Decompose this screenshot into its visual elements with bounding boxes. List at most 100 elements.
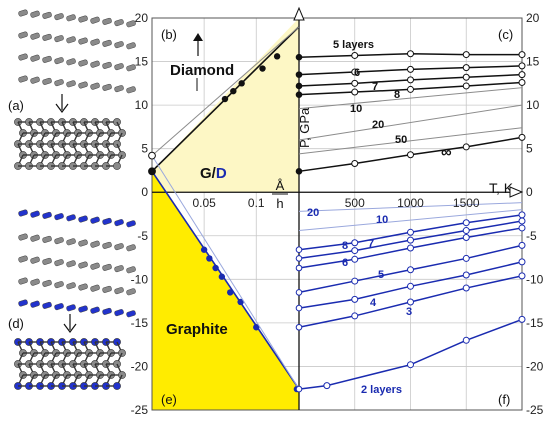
right-y-tick-label: 10 xyxy=(526,98,540,112)
left-data-point xyxy=(212,264,219,272)
right-data-point xyxy=(407,151,414,159)
atom xyxy=(78,59,88,67)
right-data-point xyxy=(518,315,526,323)
atom xyxy=(66,260,76,268)
right-data-point xyxy=(295,53,303,61)
right-data-point xyxy=(462,227,470,235)
right-y-tick-label: 5 xyxy=(526,142,533,156)
right-data-point xyxy=(518,217,526,225)
atom xyxy=(66,282,76,290)
right-data-point xyxy=(462,82,470,90)
atom xyxy=(126,244,136,252)
atom xyxy=(78,81,88,89)
right-data-point xyxy=(407,244,414,252)
right-x-tick-label: 1500 xyxy=(453,196,480,210)
right-data-point xyxy=(295,246,303,254)
panel-label-a: (a) xyxy=(8,98,24,113)
right-series-line-8 xyxy=(298,202,523,212)
right-data-point xyxy=(518,241,526,249)
atom xyxy=(90,306,100,314)
panel-label-b: (b) xyxy=(161,27,177,42)
right-series-line-6 xyxy=(298,127,523,155)
atom xyxy=(30,76,40,84)
atom xyxy=(30,210,40,218)
panel-label-c: (c) xyxy=(498,27,513,42)
right-data-point xyxy=(518,133,526,141)
series-label: 7 xyxy=(372,81,378,93)
atom xyxy=(114,85,124,93)
right-data-point xyxy=(351,88,359,96)
series-label: ∞ xyxy=(441,144,452,161)
atom xyxy=(54,213,64,221)
right-data-point xyxy=(407,85,414,93)
left-y-tick-label: -25 xyxy=(131,403,149,417)
atom xyxy=(114,63,124,71)
atom xyxy=(90,240,100,248)
right-series-line-4 xyxy=(298,87,523,110)
right-data-point xyxy=(462,73,470,81)
atom xyxy=(90,216,100,224)
right-data-point xyxy=(407,361,414,369)
left-y-tick-label: -10 xyxy=(131,272,149,286)
atom xyxy=(90,16,100,24)
structure-a-arrow-head xyxy=(55,103,69,113)
atom xyxy=(66,14,76,22)
diamond-label: Diamond xyxy=(170,62,234,79)
atom xyxy=(18,9,28,17)
series-label: 3 xyxy=(406,306,412,318)
right-data-point xyxy=(295,323,303,331)
atom xyxy=(126,266,136,274)
right-data-point xyxy=(351,68,359,76)
right-data-point xyxy=(351,295,359,303)
right-data-point xyxy=(462,64,470,72)
atom xyxy=(113,162,121,170)
left-origin-marker xyxy=(148,167,156,176)
atom xyxy=(126,42,136,50)
right-data-point xyxy=(407,50,414,58)
tick-labels: -25 -20 -15 -10 -5 0 5 10 15 20 -25 -20 -15 -10 -5 5 10 1… xyxy=(131,11,544,417)
left-data-point xyxy=(259,65,266,72)
atom xyxy=(114,265,124,273)
atom xyxy=(90,262,100,270)
series-label: 20 xyxy=(307,207,319,219)
left-data-point xyxy=(221,95,229,103)
right-data-point xyxy=(295,385,303,393)
right-data-point xyxy=(295,168,303,175)
series-label: 50 xyxy=(395,134,407,146)
atom xyxy=(126,310,136,318)
atom xyxy=(114,19,124,27)
right-data-point xyxy=(518,224,526,232)
left-series-line-1 xyxy=(151,170,300,390)
left-data-point xyxy=(273,53,281,60)
atom xyxy=(54,13,64,21)
atom xyxy=(30,234,40,242)
right-y-tick-label: -5 xyxy=(526,229,537,243)
right-y-tick-label: -10 xyxy=(526,272,544,286)
left-data-point xyxy=(200,246,208,253)
right-y-tick-label: -25 xyxy=(526,403,544,417)
atom xyxy=(78,215,88,223)
panel-label-d: (d) xyxy=(8,316,24,331)
atom xyxy=(18,255,28,263)
atom xyxy=(114,287,124,295)
right-data-point xyxy=(295,82,303,90)
atom xyxy=(114,309,124,317)
atom xyxy=(114,219,124,227)
atom xyxy=(66,80,76,88)
atom xyxy=(42,33,52,41)
series-label: 7 xyxy=(368,238,374,250)
atom xyxy=(113,382,121,390)
atom xyxy=(18,299,28,307)
right-y-tick-label: -20 xyxy=(526,359,544,373)
series-label: 6 xyxy=(354,67,360,79)
atom xyxy=(114,41,124,49)
right-data-point xyxy=(518,62,526,70)
right-data-point xyxy=(518,272,526,280)
right-data-point xyxy=(462,336,470,344)
atom xyxy=(102,217,112,225)
right-data-point xyxy=(351,79,359,87)
left-y-tick-label: -15 xyxy=(131,316,149,330)
right-series-line-9 xyxy=(298,209,523,232)
atom xyxy=(90,284,100,292)
